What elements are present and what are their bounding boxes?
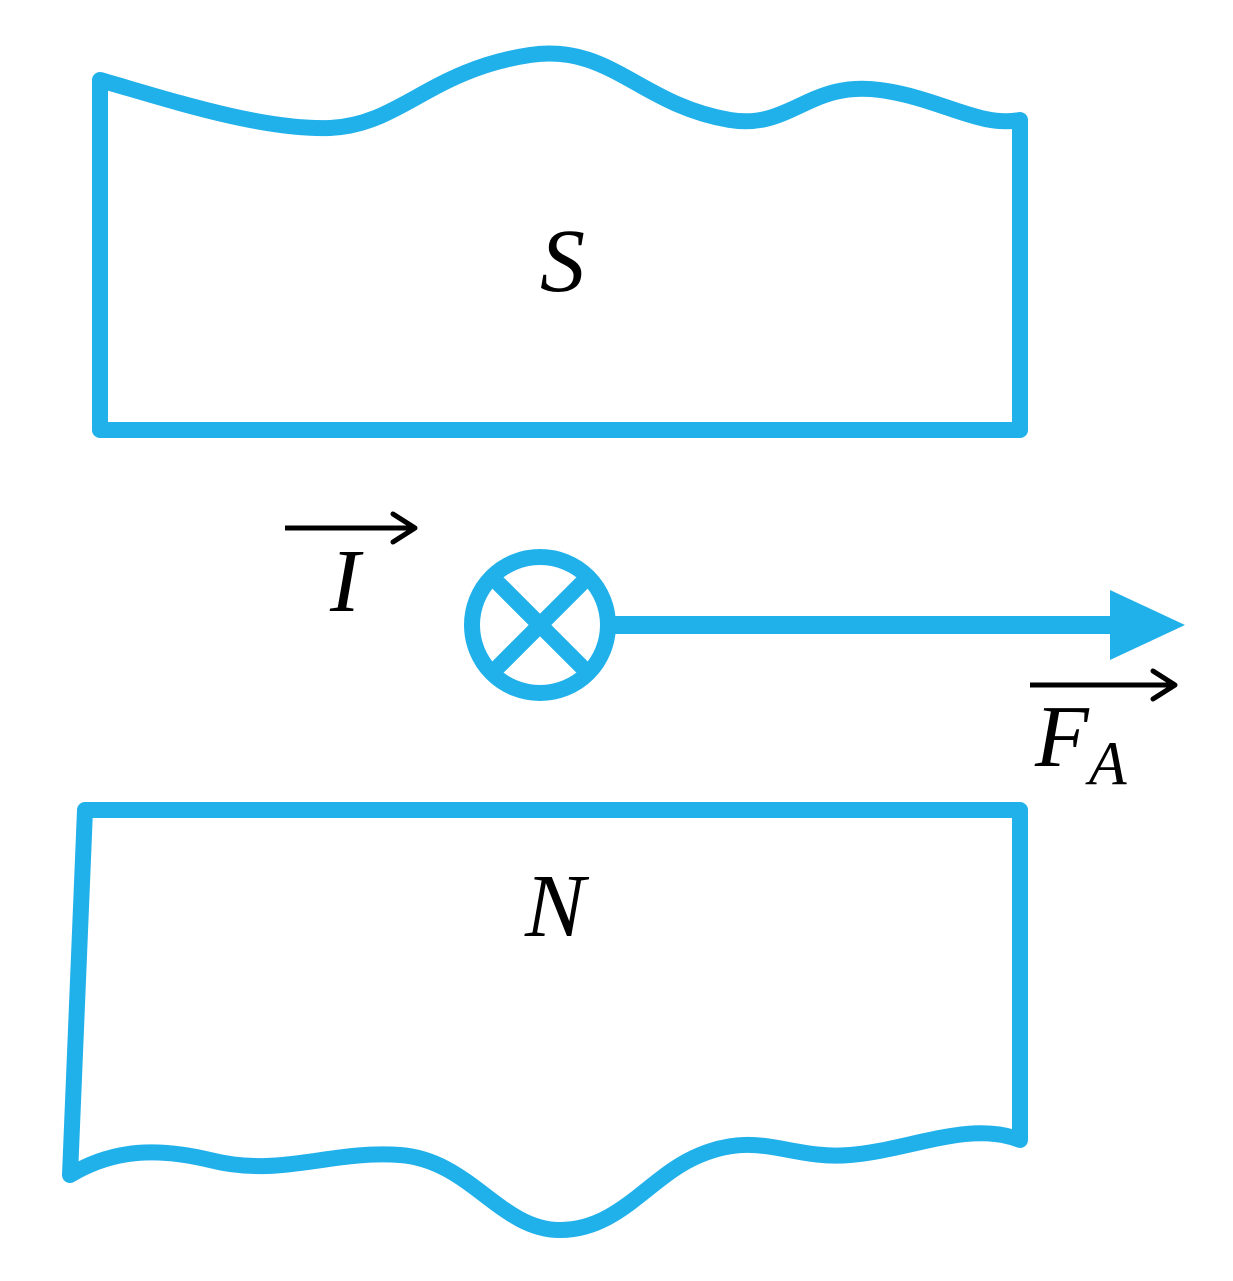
label-I: I xyxy=(330,530,360,633)
label-FA-sub: A xyxy=(1089,731,1127,799)
label-N: N xyxy=(525,855,585,958)
physics-diagram xyxy=(0,0,1233,1281)
force-arrow-head xyxy=(1110,590,1185,660)
label-S: S xyxy=(540,210,585,313)
label-FA: FA xyxy=(1035,687,1127,801)
label-FA-main: F xyxy=(1035,689,1089,786)
